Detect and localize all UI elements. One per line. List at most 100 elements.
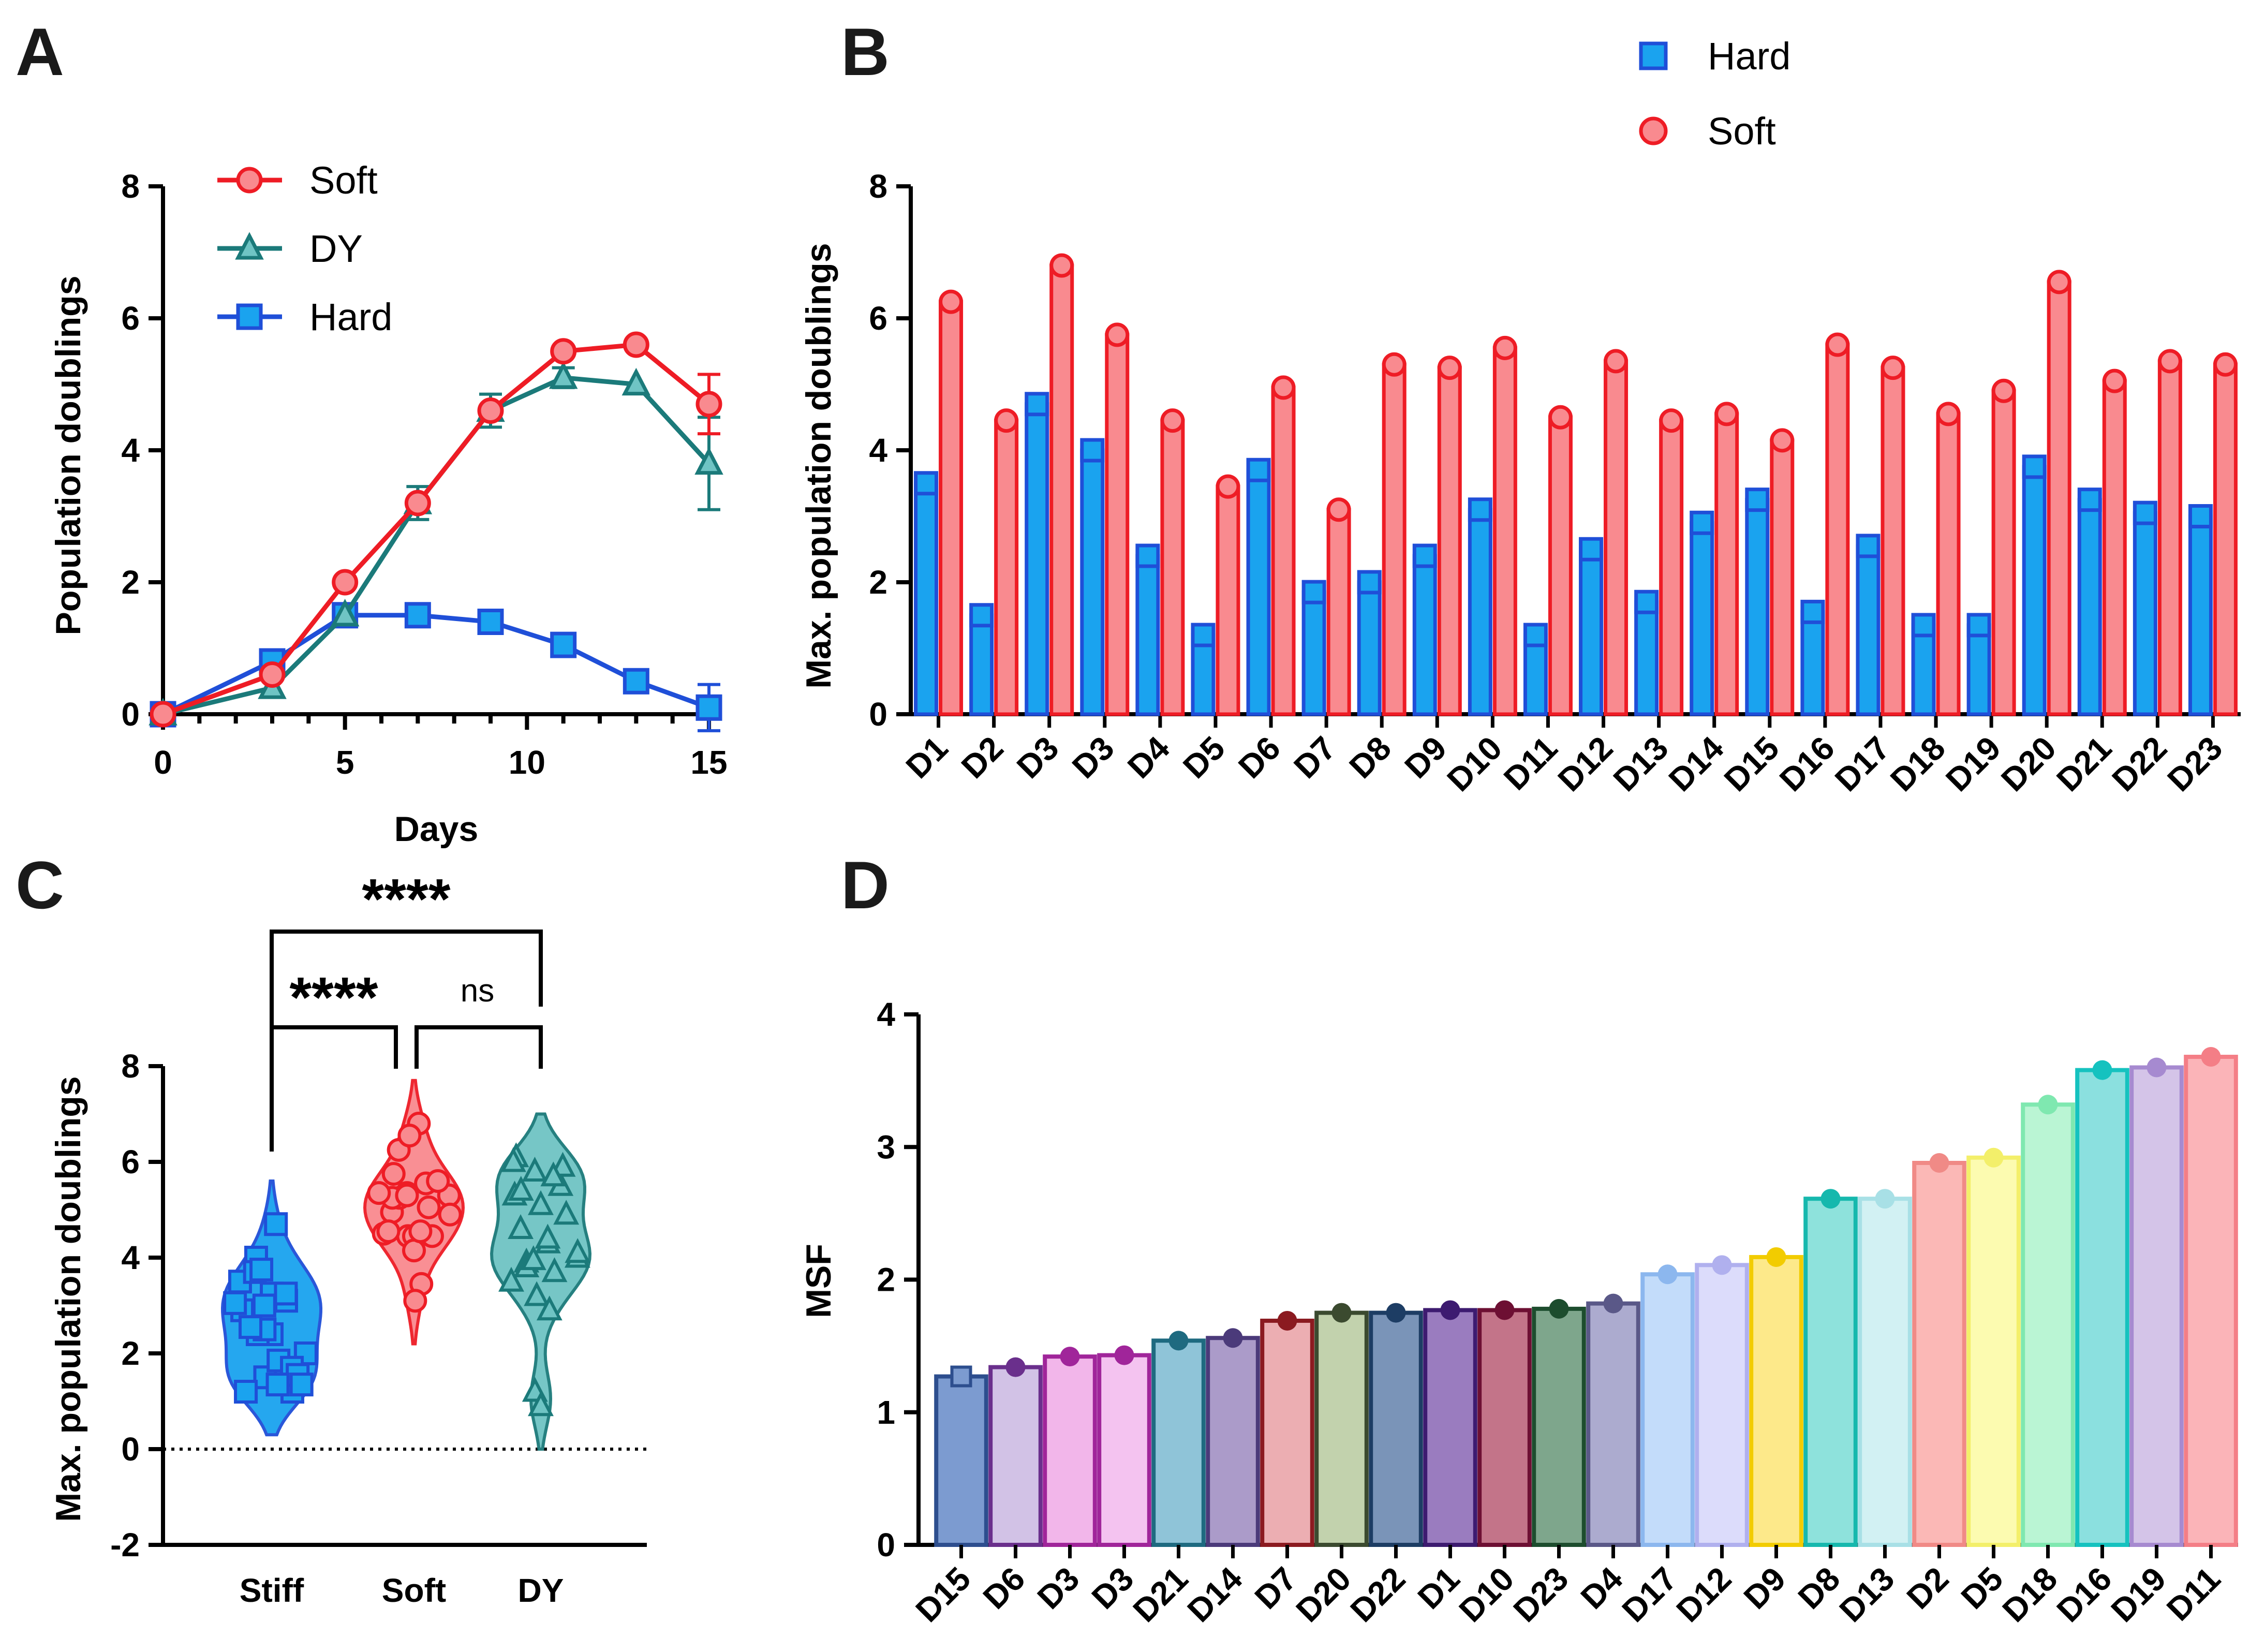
panel-b-bar-soft: [1714, 412, 1739, 716]
panel-d-bar: [1097, 1353, 1151, 1547]
panel-c-point-soft: [397, 1124, 422, 1148]
panel-b-bar-cap-marker: [1856, 534, 1881, 558]
panel-d-x-tick-label: D17: [1615, 1560, 1684, 1629]
panel-b-bar-hard: [1523, 633, 1548, 716]
panel-b-bar-hard: [1025, 402, 1049, 716]
panel-b-letter: B: [841, 14, 890, 90]
panel-d-x-tick-label: D16: [2049, 1560, 2119, 1629]
panel-d-bar: [1803, 1197, 1858, 1547]
panel-d-bar-cap-marker: [1168, 1331, 1189, 1351]
panel-b-bar-soft: [1881, 366, 1905, 716]
panel-a-legend-label-dy: DY: [309, 227, 363, 270]
panel-b-bar-soft: [1991, 389, 2016, 716]
panel-c-sig-label: ****: [289, 966, 378, 1029]
panel-b-bar-cap-marker: [1881, 356, 1905, 380]
panel-b-bar-cap-marker: [1382, 352, 1407, 377]
panel-c-bracket-soft-dy: [415, 1025, 543, 1069]
panel-d-y-tick-label: 3: [877, 1128, 895, 1166]
panel-b-bar-cap-marker: [1025, 392, 1049, 417]
panel-a-point-dy: [694, 447, 723, 475]
panel-b-x-tick-label: D18: [1883, 729, 1952, 799]
panel-d-x-tick-label: D21: [1126, 1560, 1195, 1629]
panel-d-x-tick-label: D2: [1900, 1560, 1956, 1616]
panel-a-xlabel: Days: [394, 809, 479, 849]
panel-b-bar-cap-marker: [2157, 349, 2182, 374]
panel-a-x-tick-label: 15: [690, 744, 727, 781]
panel-b-bar-cap-marker: [1216, 474, 1240, 499]
panel-d-bar: [2184, 1055, 2238, 1547]
panel-d-bar-cap-marker: [1820, 1189, 1841, 1209]
panel-d-bar-cap-marker: [1494, 1300, 1515, 1320]
panel-a-point-hard: [623, 668, 649, 695]
panel-d-bar: [1966, 1155, 2021, 1547]
panel-a-point-soft: [695, 391, 722, 418]
panel-b-bar-cap-marker: [1604, 349, 1629, 374]
panel-d-x-tick-label: D13: [1832, 1560, 1901, 1629]
panel-b-x-tick-label: D6: [1231, 729, 1287, 786]
panel-c-point-dy: [536, 1295, 562, 1321]
panel-a-letter: A: [16, 14, 64, 90]
panel-c-point-dy: [553, 1200, 580, 1225]
panel-a-point-dy: [330, 598, 360, 627]
panel-d-bar-cap-marker: [1005, 1357, 1026, 1377]
panel-a-point-dy: [621, 367, 651, 396]
panel-d-x-tick-label: D10: [1452, 1560, 1521, 1629]
panel-d-bar: [1749, 1255, 1803, 1547]
panel-c-sig-label: ****: [362, 867, 450, 931]
panel-b-bar-cap-marker: [1326, 497, 1351, 522]
panel-d-bar: [1477, 1308, 1532, 1547]
panel-d-bar: [2075, 1068, 2129, 1547]
panel-b-bar-cap-marker: [939, 289, 964, 314]
panel-b-bar-cap-marker: [1770, 428, 1795, 453]
panel-c-point-stiff: [234, 1380, 258, 1404]
panel-b-bar-hard: [1468, 508, 1492, 716]
panel-b-legend-marker: [1639, 41, 1668, 70]
panel-d-bar-cap-marker: [1603, 1293, 1623, 1314]
panel-c-y-tick-label: 0: [121, 1430, 140, 1468]
panel-b-bar-hard: [1800, 610, 1825, 716]
panel-a-y-tick-label: 0: [121, 696, 140, 733]
panel-b-bar-soft: [1770, 438, 1795, 716]
panel-b-bar-cap-marker: [2188, 504, 2213, 528]
panel-b-bar-hard: [1966, 623, 1991, 716]
panel-b-bar-soft: [1382, 362, 1407, 716]
panel-d-x-tick-label: D18: [1995, 1560, 2064, 1629]
panel-a-y-tick-label: 6: [121, 300, 140, 337]
panel-d-x-tick-label: D3: [1030, 1560, 1087, 1616]
panel-b-legend-label-hard: Hard: [1708, 35, 1790, 78]
panel-b-bar-hard: [2022, 465, 2047, 716]
panel-d-bar: [1206, 1336, 1260, 1547]
panel-b-bar-soft: [1271, 386, 1296, 716]
panel-c-point-dy: [528, 1190, 554, 1215]
panel-b-x-tick-label: D22: [2105, 729, 2174, 799]
panel-d-bar-cap-marker: [1766, 1247, 1786, 1267]
panel-b-bar-cap-marker: [1080, 438, 1105, 463]
panel-c-point-stiff: [289, 1373, 314, 1397]
panel-b-x-tick-label: D13: [1606, 729, 1676, 799]
panel-b-bar-soft: [1437, 366, 1462, 716]
panel-c-point-soft: [381, 1162, 406, 1186]
panel-c-x-tick-label: Soft: [382, 1572, 446, 1609]
panel-c-point-dy: [508, 1214, 534, 1239]
panel-b-bar-soft: [1825, 343, 1850, 716]
panel-a-point-hard: [695, 694, 722, 721]
panel-b-bar-cap-marker: [1437, 356, 1462, 380]
panel-d-bar-cap-marker: [1060, 1347, 1080, 1367]
panel-b-bar-cap-marker: [1690, 510, 1714, 535]
panel-c-bracket-stiff-soft: [270, 1025, 398, 1152]
panel-b-x-tick-label: D3: [1065, 729, 1121, 786]
panel-a-y-tick-label: 8: [121, 168, 140, 205]
panel-c-x-tick-label: Stiff: [240, 1572, 304, 1609]
panel-c-letter: C: [16, 847, 64, 923]
panel-b-bar-cap-marker: [1049, 253, 1074, 278]
panel-b-x-tick-label: D23: [2160, 729, 2229, 799]
panel-d-bar-cap-marker: [1114, 1345, 1134, 1365]
panel-c-y-tick-label: -2: [110, 1526, 140, 1564]
panel-d-bar: [1314, 1310, 1369, 1547]
panel-c-point-dy: [508, 1175, 534, 1201]
panel-a-point-soft: [550, 338, 577, 365]
panel-b-bar-hard: [1745, 498, 1770, 716]
panel-b-bar-cap-marker: [1160, 408, 1185, 433]
panel-b-x-tick-label: D7: [1286, 729, 1343, 786]
panel-b-bar-cap-marker: [2102, 368, 2127, 393]
